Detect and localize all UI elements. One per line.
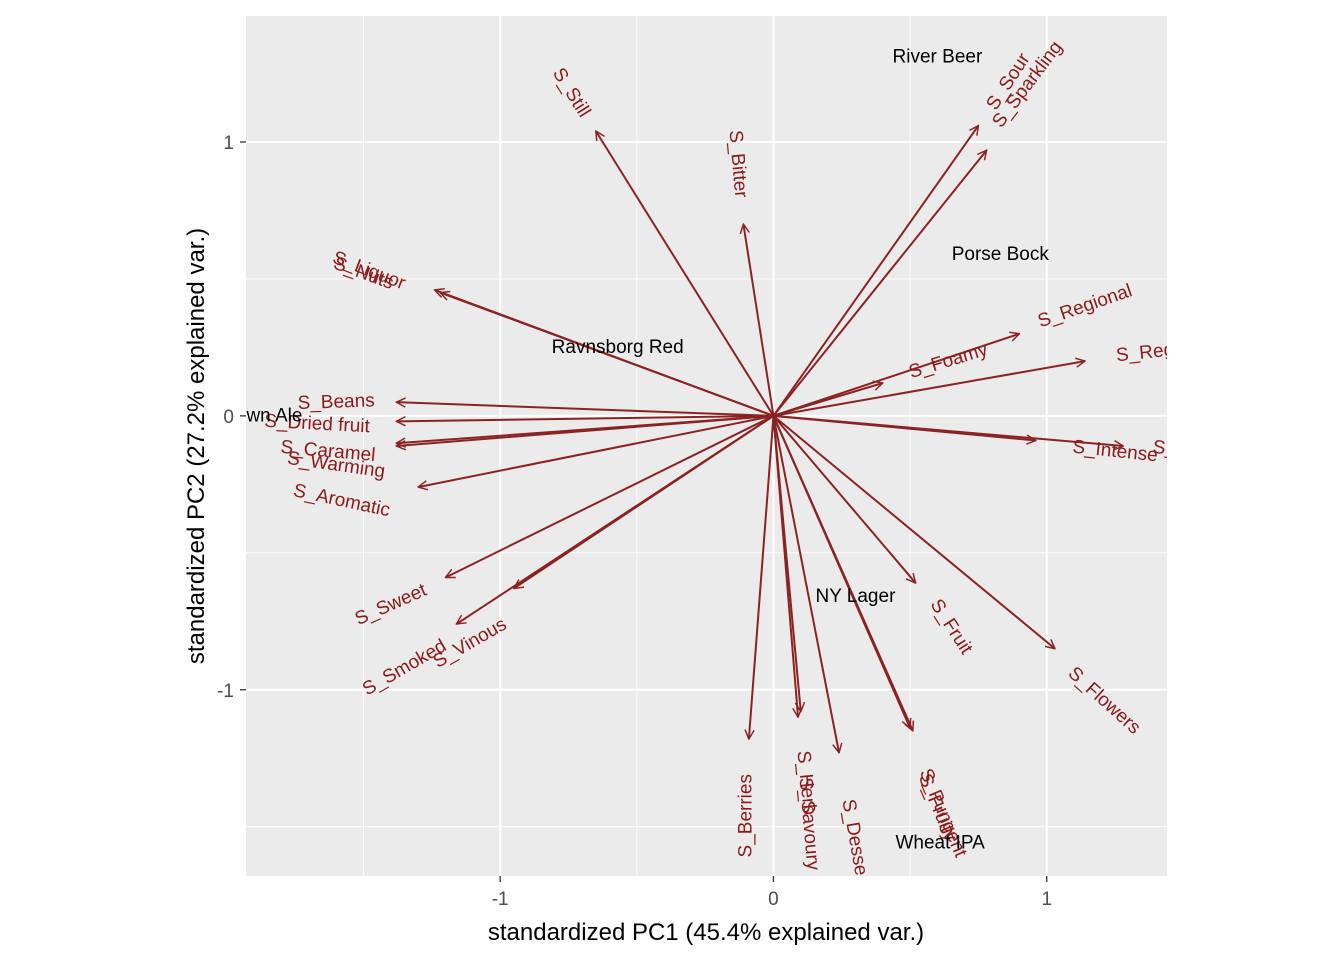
loading-arrow: [772, 415, 915, 583]
y-tick-label: 0: [223, 407, 234, 428]
x-tick-label: 0: [768, 889, 779, 910]
y-axis-title: standardized PC2 (27.2% explained var.): [183, 228, 210, 664]
loading-arrow: [772, 415, 800, 712]
x-axis-title: standardized PC1 (45.4% explained var.): [488, 919, 924, 946]
observation-label: Wheat IPA: [895, 833, 985, 854]
loading-arrow: [772, 415, 910, 728]
loading-arrow: [773, 361, 1085, 417]
observation-labels: River Beer Porse Bock Ravnsborg Red Brown A…: [217, 47, 1050, 854]
loading-arrow: [773, 383, 882, 417]
loading-arrow: [749, 415, 775, 739]
loading-arrows: [396, 126, 1123, 753]
loading-label: S_Berries: [736, 774, 757, 857]
observation-label: Porse Bock: [952, 244, 1050, 265]
y-tick-label: -1: [217, 681, 234, 702]
loading-arrow: [396, 402, 774, 417]
loading-label: S_Beans: [297, 390, 375, 414]
loading-label: S_Reg: [1115, 339, 1175, 366]
observation-label: Ravnsborg Red: [552, 337, 684, 358]
loading-arrow: [396, 414, 774, 446]
plot-panel: [246, 16, 1167, 876]
loading-arrow: [440, 293, 774, 417]
observation-label: NY Lager: [815, 586, 896, 607]
x-tick-label: -1: [492, 889, 509, 910]
loading-arrow: [446, 414, 774, 579]
x-tick-label: 1: [1041, 889, 1052, 910]
axis-ticks: -1 0 1 -1 0 1: [217, 133, 1052, 910]
loading-arrow: [596, 131, 775, 417]
loading-arrow: [396, 414, 774, 421]
observation-label: Brown Ale: [217, 405, 303, 426]
loading-arrow: [772, 126, 978, 417]
loading-arrow: [773, 414, 1123, 446]
y-tick-label: 1: [223, 133, 234, 154]
loading-arrow: [743, 224, 775, 417]
grid-lines: [246, 16, 1167, 876]
loading-arrow: [772, 415, 1054, 649]
loading-label: S_I: [1152, 437, 1183, 461]
loading-arrow: [456, 415, 775, 624]
loading-arrow: [418, 414, 774, 487]
loading-arrow: [773, 334, 1019, 417]
loading-arrow: [772, 150, 986, 417]
loading-arrow: [772, 415, 839, 753]
observation-label: River Beer: [893, 47, 983, 68]
